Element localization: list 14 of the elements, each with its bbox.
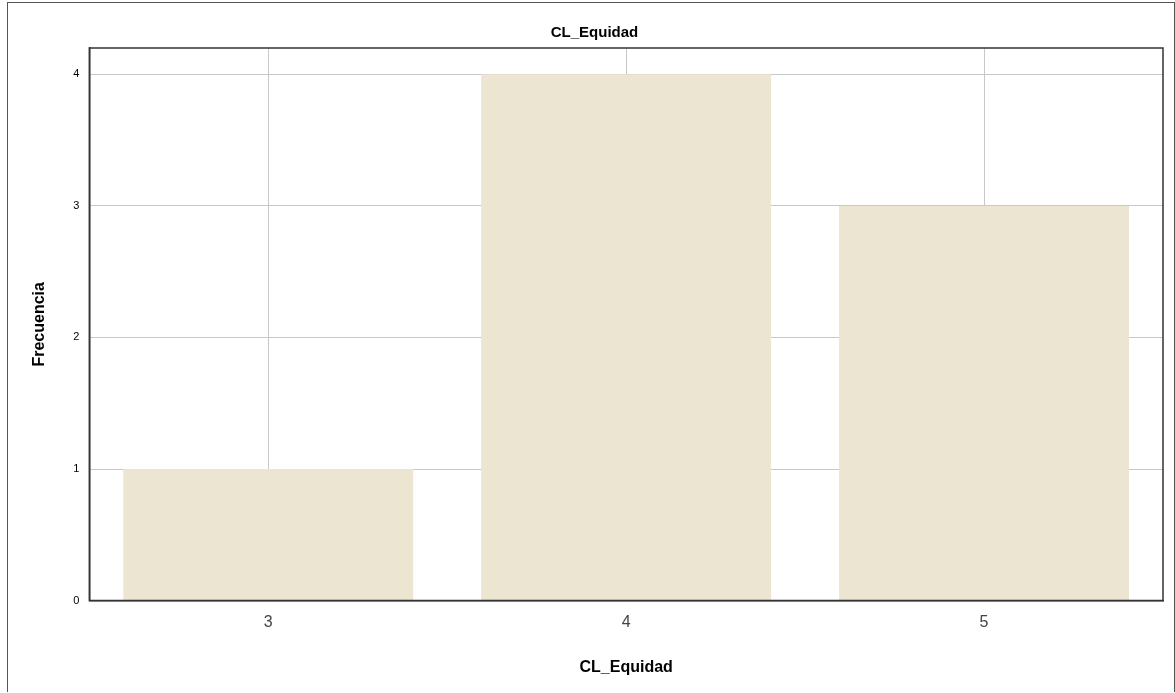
x-axis-title: CL_Equidad bbox=[579, 657, 673, 675]
y-tick-label: 2 bbox=[73, 330, 80, 343]
x-tick-label: 4 bbox=[621, 612, 631, 630]
bar bbox=[839, 205, 1129, 601]
bar bbox=[481, 74, 772, 601]
bar bbox=[123, 469, 414, 601]
x-tick-label: 5 bbox=[979, 612, 989, 630]
y-tick-label: 0 bbox=[73, 593, 80, 606]
chart-title: CL_Equidad bbox=[550, 23, 639, 41]
y-axis-title: Frecuencia bbox=[30, 281, 48, 367]
x-tick-label: 3 bbox=[263, 612, 273, 630]
y-tick-label: 1 bbox=[73, 462, 80, 475]
y-tick-label: 3 bbox=[73, 198, 80, 211]
y-tick-label: 4 bbox=[73, 67, 80, 80]
